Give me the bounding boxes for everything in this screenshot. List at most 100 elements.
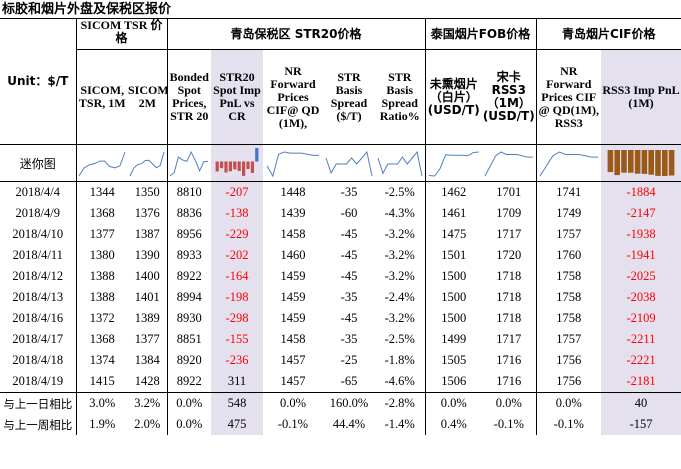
cell-c4: -155 [211, 329, 263, 350]
spark-sicom-1m [75, 144, 128, 182]
spark-bar [246, 161, 250, 169]
table-row: 2018/4/10 1377 1387 8956 -229 1458 -45 -3.2% 147… [0, 224, 681, 245]
col-sicom-2m: SICOM,TSR, 2M [128, 49, 167, 145]
sparkline-c5 [266, 151, 319, 178]
cell-c7: -3.2% [384, 311, 415, 325]
spark-bar [215, 161, 219, 172]
comparison-c2: 3.2% [128, 392, 167, 414]
table-row: 2018/4/13 1388 1401 8994 -198 1459 -35 -2.4% 150… [0, 287, 681, 308]
cell-c8: 1499 [424, 329, 482, 350]
comparison-c3: 0.0% [166, 392, 211, 414]
comparison-c2: 2.0% [134, 417, 161, 431]
cell-c9: 1718 [496, 269, 522, 283]
cell-c11: -2221 [601, 350, 681, 371]
cell-c9: 1716 [496, 374, 522, 388]
cell-c1: 1374 [75, 350, 128, 371]
comparison-c8: 0.0% [424, 392, 482, 414]
cell-c10: 1758 [535, 308, 602, 329]
thai-fob-group-header: 泰国烟片FOB价格 [424, 19, 537, 50]
cell-c7: -4.3% [384, 206, 415, 220]
cell-c1: 1372 [75, 308, 128, 329]
cell-c7: -2.5% [384, 185, 415, 199]
sparkline-c2 [129, 151, 165, 177]
cell-c11: -1941 [601, 245, 681, 266]
cell-c7: -4.6% [384, 374, 415, 388]
spark-str20-pnl [211, 144, 263, 182]
cell-c3: 8851 [166, 329, 211, 350]
comparison-c7: -2.8% [375, 392, 425, 414]
qingdao-str20-group-header: 青岛保税区 STR20价格 [166, 19, 425, 50]
cell-c2: 1376 [134, 206, 160, 220]
cell-c10: 1756 [535, 371, 602, 393]
spark-bar [607, 150, 614, 173]
cell-c1: 1344 [75, 181, 128, 203]
sparkline-c1 [78, 151, 126, 177]
spark-str-ratio [375, 144, 425, 182]
cell-c4: 311 [211, 371, 263, 393]
cell-c3: 8956 [166, 224, 211, 245]
cell-c9: 1720 [496, 248, 522, 262]
cell-c7: -1.8% [384, 353, 415, 367]
cell-c2: 1390 [134, 248, 160, 262]
sicom-group-header: SICOM TSR 价格 [75, 19, 167, 50]
cell-c5: 1459 [280, 311, 306, 325]
cell-c3: 8922 [166, 371, 211, 393]
cell-c8: 1501 [424, 245, 482, 266]
spark-bar [655, 150, 661, 176]
cell-c11: -1884 [601, 181, 681, 203]
title-underline [0, 18, 681, 19]
comparison-row: 与上一周相比 1.9% 2.0% 0.0% 475 -0.1% 44.4% -1.4% 0.4%… [0, 414, 681, 435]
spark-nr-cif-rss3 [535, 144, 602, 182]
spark-bar [634, 150, 641, 174]
row-date: 2018/4/19 [12, 374, 64, 388]
spark-bar [250, 161, 254, 173]
comparison-c4: 475 [211, 414, 263, 435]
cell-c9: 1701 [496, 185, 522, 199]
col-nr-cif-rss3: NR Forward Prices CIF @ QD(1M), RSS3 [535, 49, 602, 145]
cell-c4: -236 [211, 350, 263, 371]
cell-c9: 1718 [496, 311, 522, 325]
cell-c4: -202 [211, 245, 263, 266]
cell-c8: 1461 [424, 203, 482, 224]
sparkline-c8 [428, 151, 479, 177]
cell-c2: 1428 [134, 374, 160, 388]
row-date: 2018/4/4 [15, 185, 60, 199]
cell-c9: 1718 [496, 290, 522, 304]
cell-c6: -65 [340, 374, 358, 388]
cell-c10: 1757 [535, 224, 602, 245]
cell-c5: 1459 [280, 269, 306, 283]
cell-c8: 1506 [424, 371, 482, 393]
spark-sicom-2m [128, 144, 167, 182]
cell-c1: 1415 [75, 371, 128, 393]
spark-bar [614, 150, 621, 176]
qingdao-cif-group-header: 青岛烟片CIF价格 [535, 19, 681, 50]
cell-c2: 1389 [134, 311, 160, 325]
cell-c8: 1500 [424, 287, 482, 308]
cell-c10: 1741 [535, 181, 602, 203]
sparkline-label: 迷你图 [0, 144, 76, 182]
cell-c4: -138 [211, 203, 263, 224]
cell-c2: 1377 [134, 332, 160, 346]
cell-c4: -229 [211, 224, 263, 245]
col-sicom-1m: SICOM, TSR, 1M [75, 49, 128, 145]
spark-rss3-pnl [601, 144, 681, 182]
cell-c9: 1716 [496, 353, 522, 367]
col-nr-forward: NR Forward Prices CIF@ QD (1M), [263, 49, 323, 145]
cell-c11: -2038 [601, 287, 681, 308]
row-date: 2018/4/13 [12, 290, 64, 304]
unit-header: Unit：$/T [0, 19, 76, 145]
cell-c10: 1758 [535, 266, 602, 287]
price-table: Unit：$/T SICOM TSR 价格 青岛保税区 STR20价格 泰国烟片… [0, 19, 681, 435]
spark-bar [237, 161, 241, 171]
comparison-c3: 0.0% [166, 414, 211, 435]
spark-bar [242, 161, 246, 176]
sparkline-c7 [377, 150, 423, 177]
sparkline-row: 迷你图 [0, 144, 681, 182]
table-row: 2018/4/12 1388 1400 8922 -164 1459 -45 -3.2% 150… [0, 266, 681, 287]
row-date: 2018/4/16 [12, 311, 64, 325]
sparkline-c10 [539, 151, 598, 177]
cell-c6: -45 [340, 248, 358, 262]
spark-bar [641, 150, 648, 174]
spark-bar [255, 148, 259, 162]
col-str-spread: STR Basis Spread ($/T) [323, 49, 375, 145]
